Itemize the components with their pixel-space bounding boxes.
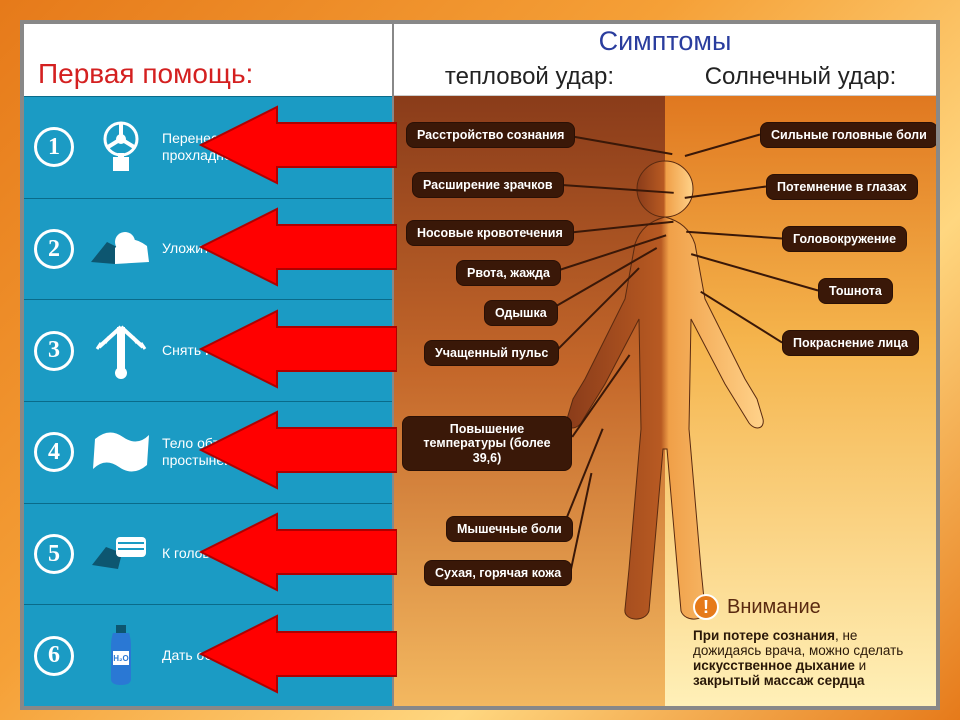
sun-symptom-label: Головокружение: [782, 226, 907, 252]
step-row: 4Тело обтереть холодной влажной простыне…: [24, 401, 392, 503]
step-row: 3Снять или расстегнуть одежду: [24, 299, 392, 401]
sun-symptom-label: Потемнение в глазах: [766, 174, 918, 200]
step-number: 6: [34, 636, 74, 676]
attention-icon: !: [693, 594, 719, 620]
symptoms-subtitles: тепловой удар: Солнечный удар:: [394, 63, 936, 91]
sun-symptom-label: Покраснение лица: [782, 330, 919, 356]
attention-title: Внимание: [727, 596, 821, 619]
step-row: 2Уложить, приподняв голову: [24, 198, 392, 300]
first-aid-steps: 1Перенести пострадавшего в прохладное по…: [24, 96, 392, 706]
heat-symptom-label: Одышка: [484, 300, 558, 326]
symptoms-title: Симптомы: [394, 26, 936, 57]
pointer-arrow-icon: [197, 105, 397, 189]
heat-symptom-label: Рвота, жажда: [456, 260, 561, 286]
step-number: 4: [34, 432, 74, 472]
attention-text: При потере сознания, не дожидаясь врача,…: [693, 628, 918, 688]
symptoms-header: Симптомы тепловой удар: Солнечный удар:: [394, 24, 936, 96]
pointer-arrow-icon: [197, 309, 397, 393]
pointer-arrow-icon: [197, 614, 397, 698]
compress-icon: [86, 519, 156, 589]
step-number: 3: [34, 331, 74, 371]
heat-symptom-label: Мышечные боли: [446, 516, 573, 542]
heat-symptom-label: Носовые кровотечения: [406, 220, 574, 246]
zipper-icon: [86, 316, 156, 386]
bottle-icon: H₂O: [86, 621, 156, 691]
heat-symptom-label: Расширение зрачков: [412, 172, 564, 198]
sun-symptom-label: Тошнота: [818, 278, 893, 304]
pillow-icon: [86, 214, 156, 284]
step-number: 2: [34, 229, 74, 269]
symptoms-body: ! Внимание При потере сознания, не дожид…: [394, 96, 936, 706]
step-row: 5К голове приложить холод: [24, 503, 392, 605]
heat-symptom-label: Повышение температуры (более 39,6): [402, 416, 572, 471]
step-row: 6H₂OДать обильное питьё: [24, 604, 392, 706]
sun-stroke-title: Солнечный удар:: [665, 63, 936, 91]
svg-text:H₂O: H₂O: [113, 654, 129, 663]
heat-symptom-label: Сухая, горячая кожа: [424, 560, 572, 586]
step-row: 1Перенести пострадавшего в прохладное по…: [24, 96, 392, 198]
first-aid-title: Первая помощь:: [24, 24, 392, 96]
attention-box: ! Внимание При потере сознания, не дожид…: [693, 594, 918, 688]
first-aid-panel: Первая помощь: 1Перенести пострадавшего …: [24, 24, 394, 706]
step-number: 1: [34, 127, 74, 167]
pointer-arrow-icon: [197, 512, 397, 596]
pointer-arrow-icon: [197, 410, 397, 494]
heat-symptom-label: Учащенный пульс: [424, 340, 559, 366]
cloth-icon: [86, 417, 156, 487]
pointer-arrow-icon: [197, 207, 397, 291]
fan-icon: [86, 112, 156, 182]
sun-symptom-label: Сильные головные боли: [760, 122, 936, 148]
infographic-frame: Первая помощь: 1Перенести пострадавшего …: [20, 20, 940, 710]
heat-symptom-label: Расстройство сознания: [406, 122, 575, 148]
symptoms-panel: Симптомы тепловой удар: Солнечный удар:: [394, 24, 936, 706]
step-number: 5: [34, 534, 74, 574]
heat-stroke-title: тепловой удар:: [394, 63, 665, 91]
attention-header: ! Внимание: [693, 594, 918, 620]
